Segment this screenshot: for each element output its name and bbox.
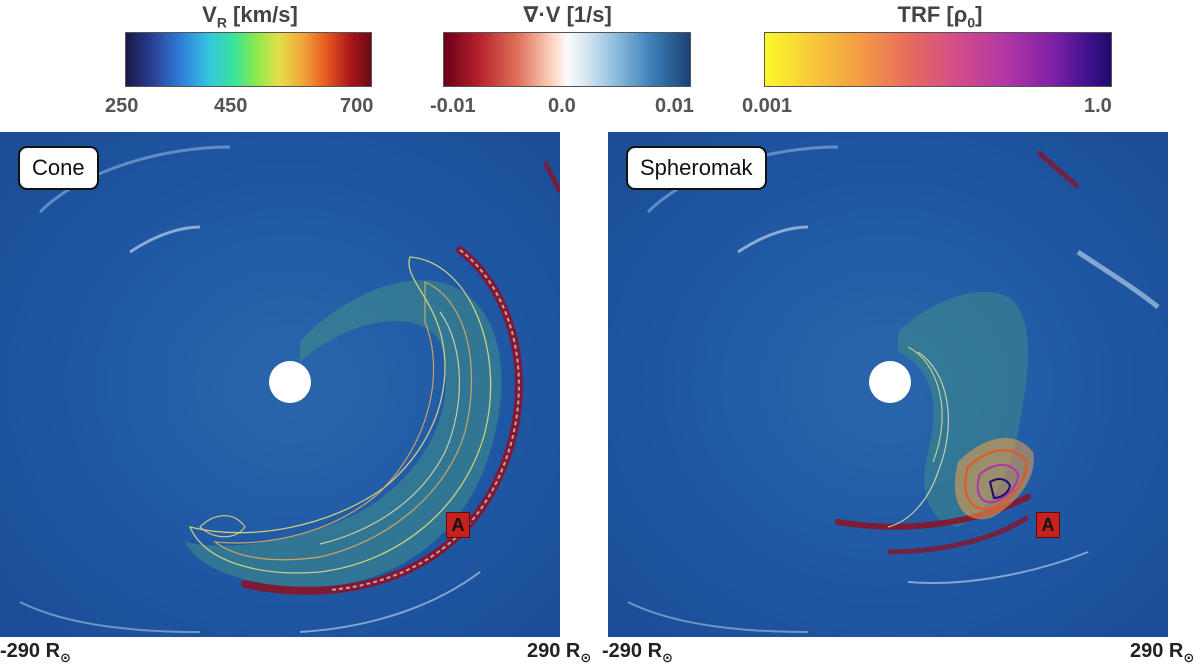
vr-tick-max: 700 [340,95,374,117]
trf-tick-max: 1.0 [1084,95,1112,117]
divergence-tick-mid: 0.0 [548,95,576,117]
vr-tick-min: 250 [105,95,139,117]
spheromak-simulation-panel: Spheromak A [608,132,1168,637]
trf-colorbar [764,32,1112,87]
spheromak-range-left: -290 R⊙ [602,640,673,665]
cone-simulation-image [0,132,560,637]
cone-range-left: -290 R⊙ [0,640,71,665]
vr-colorbar [125,32,372,87]
cone-simulation-panel: Cone A [0,132,560,637]
spheromak-simulation-image [608,132,1168,637]
divergence-tick-max: 0.01 [655,95,694,117]
trf-colorbar-title: TRF [ρ0] [897,2,983,31]
divergence-tick-min: -0.01 [430,95,476,117]
spheromak-marker-a: A [1036,512,1060,538]
vr-tick-mid: 450 [214,95,248,117]
spheromak-panel-label: Spheromak [626,146,767,190]
trf-tick-min: 0.001 [742,95,793,117]
cone-panel-label: Cone [18,146,99,190]
divergence-colorbar [443,32,691,87]
vr-colorbar-title: VR [km/s] [202,2,298,31]
divergence-colorbar-title: ∇·V [1/s] [523,2,612,27]
cone-marker-a: A [446,512,470,538]
spheromak-range-right: 290 R⊙ [1130,640,1195,665]
cone-range-right: 290 R⊙ [527,640,592,665]
